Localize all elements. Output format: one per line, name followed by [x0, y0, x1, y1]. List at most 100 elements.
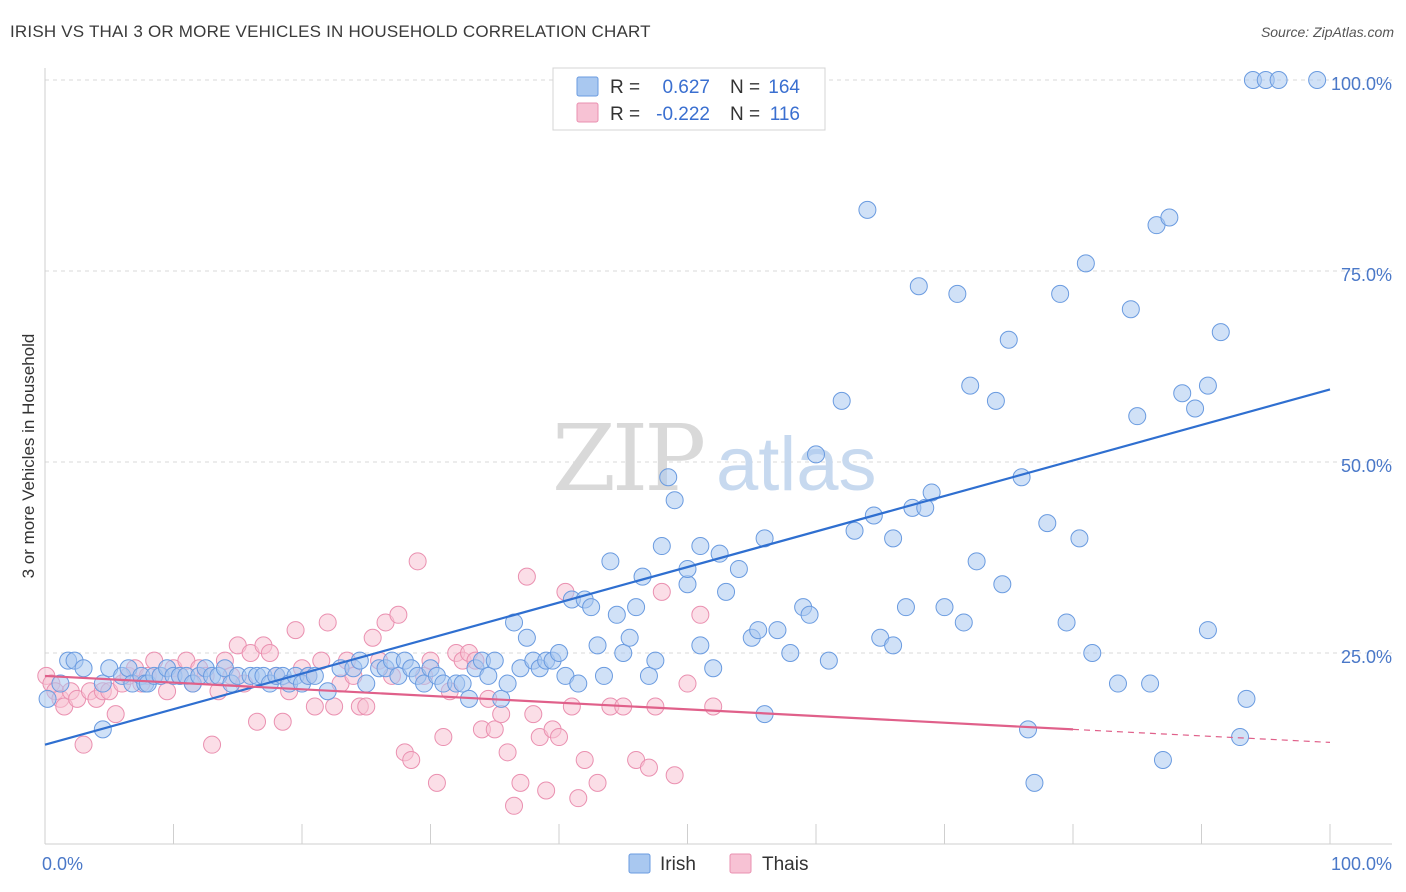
legend-r-label-irish: R =	[610, 77, 640, 98]
irish-point	[1141, 674, 1160, 693]
tick-labels: 25.0% 50.0% 75.0% 100.0% 0.0% 100.0%	[42, 74, 1392, 874]
irish-point	[884, 529, 903, 548]
irish-point	[1160, 208, 1179, 227]
irish-point	[807, 445, 825, 464]
irish-point	[569, 674, 588, 693]
y-tick-label-50: 50.0%	[1341, 456, 1392, 476]
irish-point	[678, 575, 697, 594]
irish-point	[935, 598, 954, 617]
irish-point	[1019, 720, 1038, 739]
irish-point	[800, 605, 819, 624]
thai-point	[434, 728, 453, 747]
irish-point	[627, 598, 646, 617]
irish-point	[1070, 529, 1089, 548]
thai-point	[588, 773, 607, 792]
irish-point	[845, 521, 864, 540]
thai-point	[286, 621, 305, 640]
thai-point	[74, 735, 93, 754]
thai-trend-line	[44, 674, 1074, 731]
irish-point	[485, 651, 504, 670]
thai-trend-line-extension	[1072, 728, 1331, 743]
irish-point	[768, 621, 787, 640]
thai-point	[106, 705, 125, 724]
irish-point	[453, 674, 472, 693]
irish-point	[896, 598, 915, 617]
irish-point	[350, 651, 369, 670]
irish-point	[922, 483, 941, 502]
irish-point	[954, 613, 973, 632]
irish-point	[51, 674, 70, 693]
thai-point	[524, 705, 543, 724]
irish-point	[1198, 376, 1217, 395]
chart-title: IRISH VS THAI 3 OR MORE VEHICLES IN HOUS…	[10, 22, 651, 41]
irish-point	[691, 537, 710, 556]
irish-point	[38, 689, 57, 708]
irish-point	[781, 644, 800, 662]
irish-point	[582, 598, 601, 617]
thai-point	[511, 773, 530, 792]
thai-point	[704, 697, 723, 716]
irish-point	[614, 644, 633, 662]
legend-r-value-thais: -0.222	[656, 104, 710, 125]
thai-point	[652, 582, 671, 601]
irish-point	[1083, 644, 1102, 662]
thai-point	[273, 712, 292, 731]
legend-r-label-thais: R =	[610, 104, 640, 125]
irish-point	[1231, 728, 1250, 747]
irish-point	[588, 636, 607, 655]
thai-point	[203, 735, 222, 754]
irish-point	[652, 537, 671, 556]
thai-point	[639, 758, 658, 777]
legend-bottom-label-thais: Thais	[762, 854, 808, 875]
y-axis-title: 3 or more Vehicles in Household	[19, 334, 38, 579]
irish-point	[858, 200, 877, 219]
watermark-atlas: atlas	[716, 422, 877, 507]
thai-point	[517, 567, 536, 586]
thai-point	[305, 697, 324, 716]
irish-point	[665, 491, 684, 510]
irish-point	[646, 651, 665, 670]
legend-bottom-swatch-irish	[628, 853, 651, 874]
thai-point	[325, 697, 344, 716]
irish-point	[967, 552, 986, 571]
thai-point	[408, 552, 427, 571]
y-tick-label-75: 75.0%	[1341, 265, 1392, 285]
y-tick-label-25: 25.0%	[1341, 647, 1392, 667]
thai-point	[158, 682, 177, 701]
irish-point	[1128, 407, 1147, 426]
thai-point	[248, 712, 267, 731]
irish-point	[1211, 323, 1230, 342]
thai-point	[485, 720, 504, 739]
irish-point	[832, 391, 851, 410]
irish-point	[948, 284, 967, 303]
thai-point	[498, 743, 517, 762]
watermark-zip: ZIP	[552, 405, 703, 512]
irish-point	[1269, 71, 1288, 89]
irish-point	[1025, 773, 1044, 792]
irish-point	[1308, 71, 1327, 89]
thai-point	[427, 773, 446, 792]
thai-point	[389, 605, 408, 624]
thai-point	[665, 766, 684, 785]
thai-point	[363, 628, 382, 647]
thai-point	[402, 750, 421, 769]
legend-n-value-thais: 116	[770, 104, 800, 125]
legend-n-label-thais: N =	[730, 104, 760, 125]
legend-r-value-irish: 0.627	[662, 77, 710, 98]
irish-point	[749, 621, 768, 640]
irish-point	[479, 666, 498, 685]
irish-point	[986, 391, 1005, 410]
irish-point	[1057, 613, 1076, 632]
irish-trend-line	[44, 388, 1331, 746]
irish-point	[1153, 750, 1172, 769]
irish-point	[729, 559, 748, 578]
legend-bottom: Irish Thais	[628, 853, 808, 875]
irish-point	[691, 636, 710, 655]
legend-bottom-label-irish: Irish	[660, 854, 696, 875]
irish-point	[961, 376, 980, 395]
legend-n-value-irish: 164	[768, 77, 800, 98]
legend-swatch-irish	[576, 76, 599, 97]
axes	[44, 68, 1392, 845]
irish-point	[755, 529, 774, 548]
